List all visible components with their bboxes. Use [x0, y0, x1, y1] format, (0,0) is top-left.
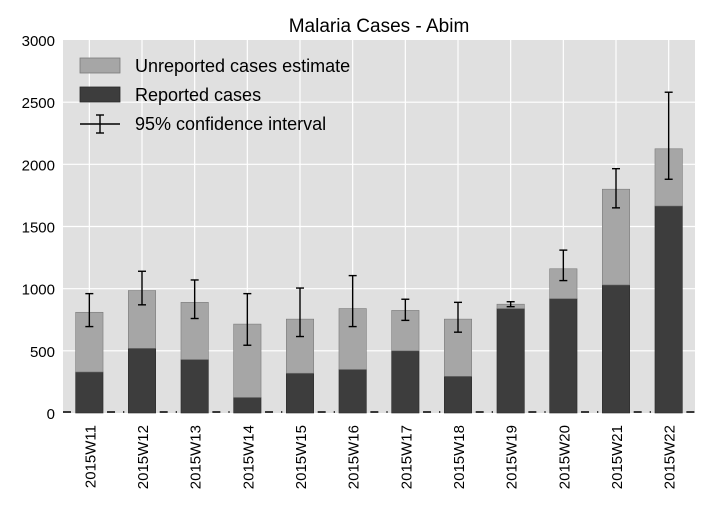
bars: [75, 148, 683, 414]
x-axis: 2015W11 2015W12 2015W13 2015W14 2015W15 2015W…: [82, 425, 678, 489]
bar-reported-2015W16: [338, 369, 367, 414]
x-tick-label-2015W11: 2015W11: [82, 425, 99, 488]
bar-reported-2015W12: [128, 348, 156, 414]
x-tick-label-2015W13: 2015W13: [188, 425, 205, 489]
x-tick-label-2015W19: 2015W19: [504, 425, 521, 489]
bar-unreported-2015W12: [128, 290, 156, 349]
x-tick-label-2015W15: 2015W15: [293, 425, 310, 489]
bar-reported-2015W14: [233, 397, 262, 414]
x-tick-label-2015W17: 2015W17: [398, 425, 415, 489]
x-tick-label-2015W22: 2015W22: [662, 425, 679, 489]
error-bar-2015W20: [559, 249, 568, 282]
bar-reported-2015W19: [496, 308, 525, 414]
x-tick-label-2015W20: 2015W20: [556, 425, 573, 489]
y-tick-label-2000: 2000: [22, 157, 55, 174]
legend-item-2: 95% confidence interval: [80, 114, 326, 134]
bar-reported-2015W18: [444, 376, 472, 414]
y-tick-label-1000: 1000: [22, 282, 55, 299]
x-tick-label-2015W12: 2015W12: [135, 425, 152, 489]
x-tick-label-2015W14: 2015W14: [240, 425, 257, 489]
bar-reported-2015W20: [549, 298, 578, 414]
bar-reported-2015W17: [391, 350, 420, 414]
error-bar-2015W17: [401, 298, 410, 322]
x-tick-label-2015W18: 2015W18: [451, 425, 468, 489]
error-bar-2015W15: [296, 287, 304, 338]
y-tick-label-1500: 1500: [22, 220, 55, 237]
chart-title: Malaria Cases - Abim: [289, 16, 470, 37]
error-bar-2015W16: [348, 274, 357, 328]
error-bar-2015W18: [454, 301, 462, 333]
legend-label: 95% confidence interval: [135, 114, 326, 134]
y-tick-label-0: 0: [47, 406, 55, 423]
legend-item-0: Unreported cases estimate: [79, 56, 350, 76]
y-tick-label-3000: 3000: [22, 33, 55, 50]
error-bar-2015W22: [664, 91, 673, 180]
error-bar-2015W13: [190, 279, 199, 320]
y-tick-label-500: 500: [30, 344, 55, 361]
error-bar-2015W14: [243, 292, 252, 346]
legend-item-1: Reported cases: [79, 85, 261, 105]
bar-reported-2015W15: [286, 372, 314, 414]
error-bar-2015W12: [138, 270, 146, 306]
bar-reported-2015W21: [602, 284, 630, 414]
legend-label: Unreported cases estimate: [135, 56, 350, 76]
legend-swatch: [79, 57, 121, 74]
bar-reported-2015W22: [654, 205, 683, 414]
legend: Unreported cases estimate Reported cases 9…: [79, 56, 350, 134]
error-bar-2015W21: [612, 167, 620, 209]
y-tick-label-2500: 2500: [22, 95, 55, 112]
y-axis: 0 500 1000 1500 2000 2500 3000: [22, 33, 55, 423]
error-bar-2015W19: [506, 301, 515, 308]
error-bar-2015W11: [85, 292, 94, 328]
legend-swatch: [79, 86, 121, 103]
legend-label: Reported cases: [135, 85, 261, 105]
error-bars: [63, 91, 695, 413]
x-tick-label-2015W16: 2015W16: [346, 425, 363, 489]
bar-reported-2015W13: [180, 359, 209, 414]
bar-reported-2015W11: [75, 371, 104, 414]
x-tick-label-2015W21: 2015W21: [609, 425, 626, 489]
